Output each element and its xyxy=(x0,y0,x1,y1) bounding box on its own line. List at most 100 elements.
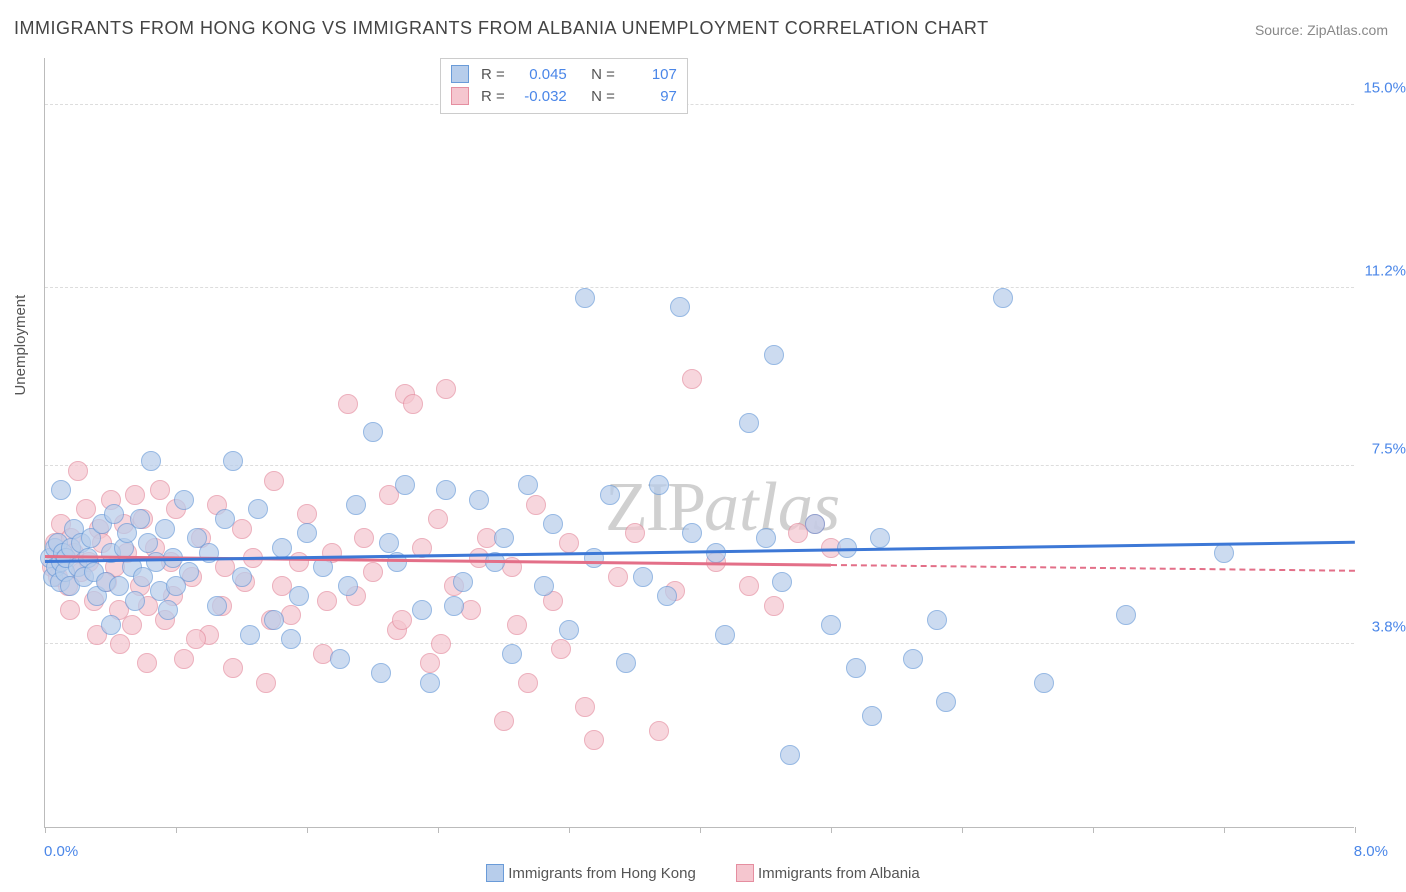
scatter-point xyxy=(870,528,890,548)
scatter-point xyxy=(223,658,243,678)
scatter-point xyxy=(155,519,175,539)
x-tick xyxy=(438,827,439,833)
scatter-point xyxy=(363,422,383,442)
scatter-point xyxy=(436,379,456,399)
scatter-point xyxy=(502,644,522,664)
scatter-point xyxy=(392,610,412,630)
r-label-hk: R = xyxy=(481,66,505,83)
source-attribution: Source: ZipAtlas.com xyxy=(1255,22,1388,38)
scatter-point xyxy=(444,596,464,616)
x-tick xyxy=(831,827,832,833)
y-axis-title: Unemployment xyxy=(12,295,29,396)
scatter-point xyxy=(215,509,235,529)
legend-label-hk: Immigrants from Hong Kong xyxy=(508,865,696,882)
correlation-chart: IMMIGRANTS FROM HONG KONG VS IMMIGRANTS … xyxy=(0,0,1406,892)
scatter-point xyxy=(109,576,129,596)
scatter-point xyxy=(104,504,124,524)
scatter-point xyxy=(174,649,194,669)
y-tick-label: 15.0% xyxy=(1358,80,1406,97)
y-tick-label: 7.5% xyxy=(1358,441,1406,458)
scatter-point xyxy=(805,514,825,534)
y-tick-label: 11.2% xyxy=(1358,263,1406,280)
scatter-point xyxy=(420,653,440,673)
scatter-point xyxy=(420,673,440,693)
scatter-point xyxy=(739,576,759,596)
legend-swatch-al xyxy=(736,864,754,882)
n-value-hk: 107 xyxy=(623,66,677,83)
scatter-point xyxy=(101,615,121,635)
source-link[interactable]: ZipAtlas.com xyxy=(1307,22,1388,38)
scatter-point xyxy=(436,480,456,500)
scatter-point xyxy=(633,567,653,587)
scatter-point xyxy=(543,514,563,534)
scatter-point xyxy=(60,600,80,620)
scatter-point xyxy=(772,572,792,592)
gridline xyxy=(45,104,1354,105)
scatter-point xyxy=(186,629,206,649)
r-value-hk: 0.045 xyxy=(513,66,567,83)
stats-row-al: R = -0.032 N = 97 xyxy=(451,85,677,107)
stats-row-hk: R = 0.045 N = 107 xyxy=(451,63,677,85)
scatter-point xyxy=(232,567,252,587)
scatter-point xyxy=(575,697,595,717)
n-value-al: 97 xyxy=(623,88,677,105)
scatter-point xyxy=(338,576,358,596)
x-axis-min-label: 0.0% xyxy=(44,843,78,860)
scatter-point xyxy=(264,471,284,491)
swatch-al xyxy=(451,87,469,105)
scatter-point xyxy=(608,567,628,587)
scatter-point xyxy=(846,658,866,678)
gridline xyxy=(45,643,1354,644)
n-label-al: N = xyxy=(591,88,615,105)
scatter-point xyxy=(670,297,690,317)
scatter-point xyxy=(559,620,579,640)
scatter-point xyxy=(494,528,514,548)
x-tick xyxy=(569,827,570,833)
scatter-point xyxy=(1214,543,1234,563)
scatter-point xyxy=(657,586,677,606)
scatter-point xyxy=(649,475,669,495)
scatter-point xyxy=(130,509,150,529)
scatter-point xyxy=(395,475,415,495)
legend-bottom: Immigrants from Hong Kong Immigrants fro… xyxy=(0,864,1406,886)
scatter-point xyxy=(248,499,268,519)
scatter-point xyxy=(764,345,784,365)
scatter-point xyxy=(936,692,956,712)
scatter-point xyxy=(559,533,579,553)
scatter-point xyxy=(110,634,130,654)
scatter-point xyxy=(764,596,784,616)
scatter-point xyxy=(403,394,423,414)
legend-label-al: Immigrants from Albania xyxy=(758,865,920,882)
scatter-point xyxy=(518,673,538,693)
scatter-point xyxy=(317,591,337,611)
gridline xyxy=(45,287,1354,288)
scatter-point xyxy=(179,562,199,582)
x-tick xyxy=(962,827,963,833)
scatter-point xyxy=(371,663,391,683)
plot-area: ZIPatlas 3.8%7.5%11.2%15.0% xyxy=(44,58,1354,828)
scatter-point xyxy=(756,528,776,548)
scatter-point xyxy=(51,480,71,500)
scatter-point xyxy=(584,730,604,750)
x-axis-max-label: 8.0% xyxy=(1354,843,1388,860)
legend-item-al: Immigrants from Albania xyxy=(736,864,920,882)
r-value-al: -0.032 xyxy=(513,88,567,105)
scatter-point xyxy=(138,533,158,553)
scatter-point xyxy=(1034,673,1054,693)
scatter-point xyxy=(272,538,292,558)
scatter-point xyxy=(141,451,161,471)
scatter-point xyxy=(715,625,735,645)
x-tick xyxy=(307,827,308,833)
scatter-point xyxy=(223,451,243,471)
scatter-point xyxy=(616,653,636,673)
trend-line-extrapolated xyxy=(831,564,1355,572)
x-tick xyxy=(45,827,46,833)
scatter-point xyxy=(903,649,923,669)
source-label: Source: xyxy=(1255,22,1303,38)
scatter-point xyxy=(1116,605,1136,625)
scatter-point xyxy=(507,615,527,635)
scatter-point xyxy=(518,475,538,495)
legend-item-hk: Immigrants from Hong Kong xyxy=(486,864,696,882)
scatter-point xyxy=(927,610,947,630)
scatter-point xyxy=(207,596,227,616)
